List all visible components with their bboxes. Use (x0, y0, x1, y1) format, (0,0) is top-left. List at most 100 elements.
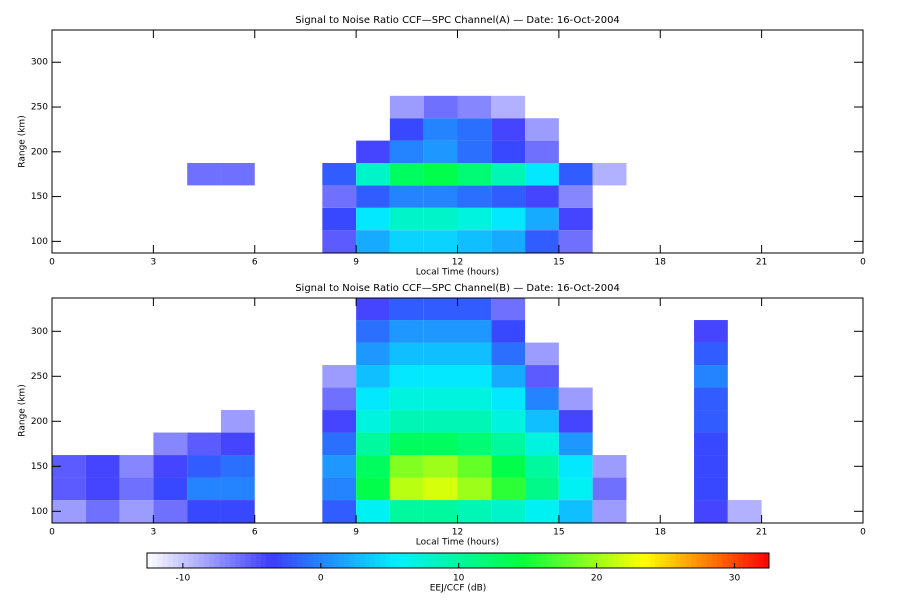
heatmap-cell (592, 455, 627, 478)
heatmap-cell (85, 455, 120, 478)
heatmap-cell (491, 230, 526, 253)
colorbar-swatch (229, 553, 236, 568)
heatmap-cell (525, 140, 559, 163)
colorbar-label: EEJ/CCF (dB) (430, 584, 487, 594)
colorbar-swatch (281, 553, 288, 568)
colorbar-swatch (629, 553, 635, 568)
x-tick-label: 9 (353, 528, 359, 538)
x-tick-label: 6 (252, 528, 258, 538)
heatmap-cell (322, 410, 357, 433)
colorbar-swatch (183, 553, 189, 568)
x-tick-label: 18 (655, 258, 667, 268)
heatmap-cell (558, 432, 593, 456)
colorbar-swatch (748, 553, 754, 568)
colorbar-swatch (369, 553, 376, 568)
heatmap-cell (694, 365, 728, 388)
colorbar-swatch (608, 553, 614, 568)
colorbar-swatch (587, 553, 594, 568)
heatmap-cell (153, 500, 188, 523)
heatmap-cell (457, 320, 492, 343)
heatmap-cell (694, 477, 728, 501)
x-tick-label: 0 (49, 258, 55, 268)
colorbar-swatch (318, 553, 324, 568)
heatmap-cell (491, 477, 526, 501)
heatmap-cell (491, 140, 526, 163)
heatmap-cell (423, 118, 458, 141)
colorbar-swatch (654, 553, 661, 568)
colorbar-swatch (442, 553, 449, 568)
colorbar-swatch (328, 553, 335, 568)
colorbar-swatch (582, 553, 589, 568)
colorbar-tick-label: -10 (176, 574, 191, 584)
colorbar-swatch (743, 553, 749, 568)
heatmap-cell (356, 432, 390, 456)
heatmap-cell (187, 432, 221, 456)
heatmap-cell (457, 118, 492, 141)
heatmap-cell (558, 162, 593, 186)
heatmap-cell (389, 320, 424, 343)
colorbar-swatch (172, 553, 179, 568)
heatmap-cell (220, 455, 255, 478)
colorbar-swatch (416, 553, 423, 568)
colorbar-swatch (515, 553, 521, 568)
heatmap-cell (356, 185, 390, 208)
heatmap-cell (592, 162, 627, 186)
colorbar-swatch (675, 553, 682, 568)
x-tick-label: 0 (49, 528, 55, 538)
colorbar-tick-label: 0 (318, 574, 324, 584)
colorbar-swatch (354, 553, 361, 568)
heatmap-cell (423, 95, 458, 119)
heatmap-cell (423, 207, 458, 231)
heatmap-cell (356, 207, 390, 231)
colorbar-tick-label: 30 (729, 574, 741, 584)
heatmap-cell (187, 477, 221, 501)
x-tick-label: 0 (860, 258, 866, 268)
colorbar-swatch (618, 553, 625, 568)
heatmap-cell (457, 410, 492, 433)
x-axis-label: Local Time (hours) (416, 538, 499, 548)
colorbar-swatch (603, 553, 609, 568)
colorbar-swatch (483, 553, 490, 568)
heatmap-cell (491, 410, 526, 433)
x-axis-label: Local Time (hours) (416, 268, 499, 278)
heatmap-cell (356, 365, 390, 388)
colorbar-swatch (680, 553, 687, 568)
heatmap-cell (423, 410, 458, 433)
heatmap-cell (322, 185, 357, 208)
colorbar-swatch (613, 553, 620, 568)
colorbar-swatch (447, 553, 454, 568)
colorbar-swatch (359, 553, 366, 568)
y-tick-label: 200 (31, 417, 48, 427)
colorbar-swatch (432, 553, 438, 568)
colorbar-swatch (758, 553, 765, 568)
heatmap-cell (322, 387, 357, 411)
heatmap-cell (457, 477, 492, 501)
colorbar-swatch (763, 553, 770, 568)
y-tick-label: 300 (31, 58, 48, 68)
heatmap-cell (389, 432, 424, 456)
colorbar-swatch (188, 553, 195, 568)
colorbar-swatch (411, 553, 418, 568)
colorbar-swatch (255, 553, 262, 568)
heatmap-cell (525, 365, 559, 388)
colorbar-swatch (219, 553, 226, 568)
heatmap-cell (187, 455, 221, 478)
colorbar-swatch (261, 553, 267, 568)
colorbar-swatch (504, 553, 511, 568)
x-tick-label: 12 (452, 528, 463, 538)
colorbar-swatch (499, 553, 506, 568)
y-tick-label: 150 (31, 192, 48, 202)
heatmap-cell (457, 455, 492, 478)
heatmap-cell (525, 118, 559, 141)
colorbar-swatch (375, 553, 381, 568)
heatmap-cell (423, 500, 458, 523)
heatmap-cell (423, 387, 458, 411)
y-tick-label: 100 (31, 237, 48, 247)
heatmap-cell (52, 455, 86, 478)
heatmap-cell (356, 298, 390, 321)
heatmap-cell (558, 387, 593, 411)
colorbar-swatch (639, 553, 646, 568)
heatmap (187, 95, 627, 253)
colorbar-swatch (406, 553, 412, 568)
colorbar-swatch (209, 553, 215, 568)
